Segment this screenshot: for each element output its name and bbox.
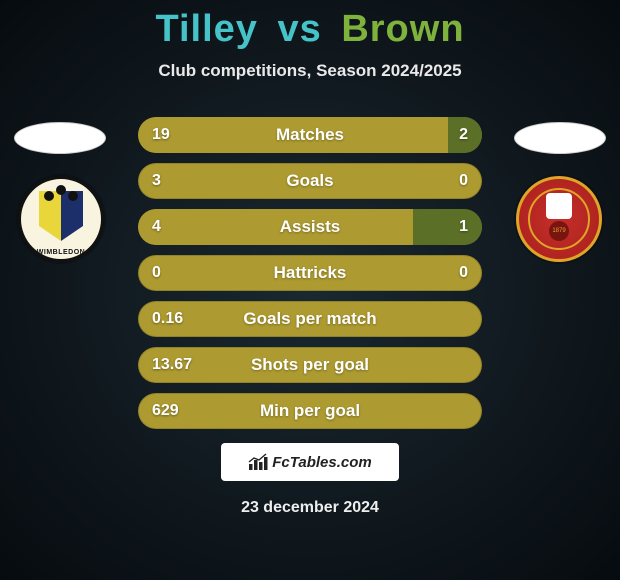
- comparison-title: Tilley vs Brown: [0, 0, 620, 51]
- stat-row: 30Goals: [138, 163, 482, 199]
- crest-left-text: WIMBLEDON: [21, 249, 101, 256]
- stat-label: Hattricks: [138, 255, 482, 291]
- flag-right-icon: [514, 122, 606, 154]
- stat-label: Goals per match: [138, 301, 482, 337]
- subtitle: Club competitions, Season 2024/2025: [0, 61, 620, 81]
- club-crest-left-icon: WIMBLEDON: [18, 176, 104, 262]
- club-crest-right-icon: 1879: [516, 176, 602, 262]
- branding-badge: FcTables.com: [221, 443, 399, 481]
- stat-label: Assists: [138, 209, 482, 245]
- stat-row: 13.67Shots per goal: [138, 347, 482, 383]
- vs-separator: vs: [277, 8, 321, 51]
- branding-chart-icon: [248, 453, 268, 471]
- stat-row: 00Hattricks: [138, 255, 482, 291]
- snapshot-date: 23 december 2024: [0, 499, 620, 517]
- stat-label: Goals: [138, 163, 482, 199]
- player2-name: Brown: [341, 8, 464, 51]
- stat-label: Matches: [138, 117, 482, 153]
- player1-name: Tilley: [155, 8, 257, 51]
- crest-right-year: 1879: [549, 221, 569, 241]
- stat-label: Shots per goal: [138, 347, 482, 383]
- stat-row: 192Matches: [138, 117, 482, 153]
- branding-text: FcTables.com: [272, 454, 371, 471]
- stat-label: Min per goal: [138, 393, 482, 429]
- stats-container: 192Matches 30Goals 41Assists 00Hattricks 0.1…: [138, 117, 482, 429]
- stat-row: 629Min per goal: [138, 393, 482, 429]
- stat-row: 41Assists: [138, 209, 482, 245]
- stat-row: 0.16Goals per match: [138, 301, 482, 337]
- flag-left-icon: [14, 122, 106, 154]
